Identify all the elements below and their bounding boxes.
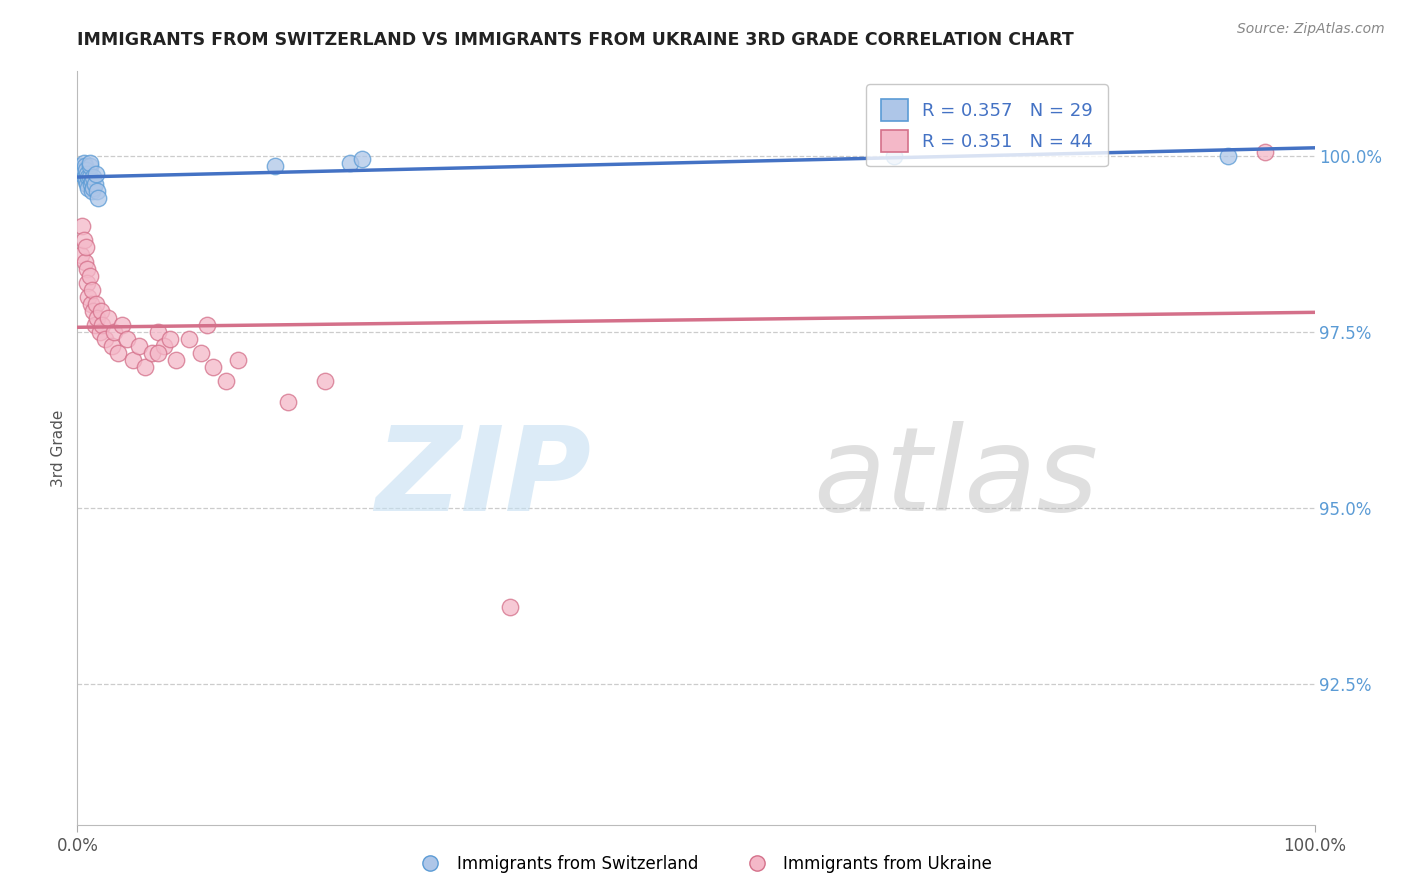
Point bbox=[111, 318, 134, 332]
Point bbox=[77, 169, 100, 184]
Point bbox=[153, 339, 176, 353]
Point bbox=[93, 332, 115, 346]
Point bbox=[1254, 145, 1277, 160]
Point bbox=[91, 318, 114, 332]
Point bbox=[141, 346, 163, 360]
Point bbox=[73, 160, 96, 174]
Point bbox=[146, 346, 169, 360]
Point bbox=[70, 160, 93, 174]
Point bbox=[107, 346, 129, 360]
Point bbox=[202, 360, 225, 375]
Point bbox=[215, 374, 238, 388]
Point bbox=[79, 156, 101, 170]
Point bbox=[1216, 149, 1239, 163]
Text: atlas: atlas bbox=[814, 421, 1098, 535]
Point bbox=[165, 353, 187, 368]
Point bbox=[499, 599, 522, 614]
Point bbox=[75, 240, 97, 254]
Point bbox=[73, 254, 96, 268]
Point bbox=[79, 268, 101, 283]
Point bbox=[77, 290, 100, 304]
Point bbox=[84, 167, 107, 181]
Point bbox=[159, 332, 181, 346]
Point bbox=[101, 339, 124, 353]
Point bbox=[80, 297, 103, 311]
Point bbox=[84, 297, 107, 311]
Text: ZIP: ZIP bbox=[375, 421, 591, 536]
Point bbox=[134, 360, 156, 375]
Point bbox=[115, 332, 138, 346]
Point bbox=[72, 219, 94, 234]
Point bbox=[277, 395, 299, 409]
Point bbox=[82, 184, 104, 198]
Point bbox=[86, 310, 108, 325]
Point bbox=[75, 163, 97, 178]
Point bbox=[190, 346, 212, 360]
Point bbox=[72, 163, 94, 178]
Point bbox=[76, 276, 98, 290]
Point bbox=[195, 318, 218, 332]
Point bbox=[82, 169, 104, 184]
Point bbox=[79, 169, 101, 184]
Point bbox=[82, 180, 104, 194]
Point bbox=[177, 332, 200, 346]
Point bbox=[83, 318, 105, 332]
Point bbox=[128, 339, 150, 353]
Point bbox=[76, 167, 98, 181]
Point bbox=[72, 167, 94, 181]
Point bbox=[103, 325, 125, 339]
Point bbox=[76, 177, 98, 191]
Point bbox=[75, 173, 97, 187]
Point bbox=[83, 177, 105, 191]
Y-axis label: 3rd Grade: 3rd Grade bbox=[51, 409, 66, 487]
Point bbox=[70, 247, 93, 261]
Point bbox=[350, 153, 373, 167]
Point bbox=[90, 304, 112, 318]
Text: Source: ZipAtlas.com: Source: ZipAtlas.com bbox=[1237, 22, 1385, 37]
Point bbox=[339, 156, 361, 170]
Point bbox=[883, 149, 905, 163]
Legend: R = 0.357   N = 29, R = 0.351   N = 44: R = 0.357 N = 29, R = 0.351 N = 44 bbox=[866, 84, 1108, 166]
Legend: Immigrants from Switzerland, Immigrants from Ukraine: Immigrants from Switzerland, Immigrants … bbox=[408, 848, 998, 880]
Point bbox=[82, 304, 104, 318]
Point bbox=[86, 184, 108, 198]
Point bbox=[226, 353, 249, 368]
Point bbox=[97, 310, 120, 325]
Point bbox=[80, 177, 103, 191]
Point bbox=[87, 191, 110, 205]
Point bbox=[79, 160, 101, 174]
Point bbox=[264, 160, 287, 174]
Point bbox=[122, 353, 145, 368]
Point bbox=[72, 156, 94, 170]
Text: IMMIGRANTS FROM SWITZERLAND VS IMMIGRANTS FROM UKRAINE 3RD GRADE CORRELATION CHA: IMMIGRANTS FROM SWITZERLAND VS IMMIGRANT… bbox=[77, 31, 1074, 49]
Point bbox=[314, 374, 336, 388]
Point bbox=[77, 180, 100, 194]
Point bbox=[72, 234, 94, 248]
Point bbox=[89, 325, 111, 339]
Point bbox=[146, 325, 169, 339]
Point bbox=[82, 173, 104, 187]
Point bbox=[76, 261, 98, 276]
Point bbox=[73, 169, 96, 184]
Point bbox=[82, 283, 104, 297]
